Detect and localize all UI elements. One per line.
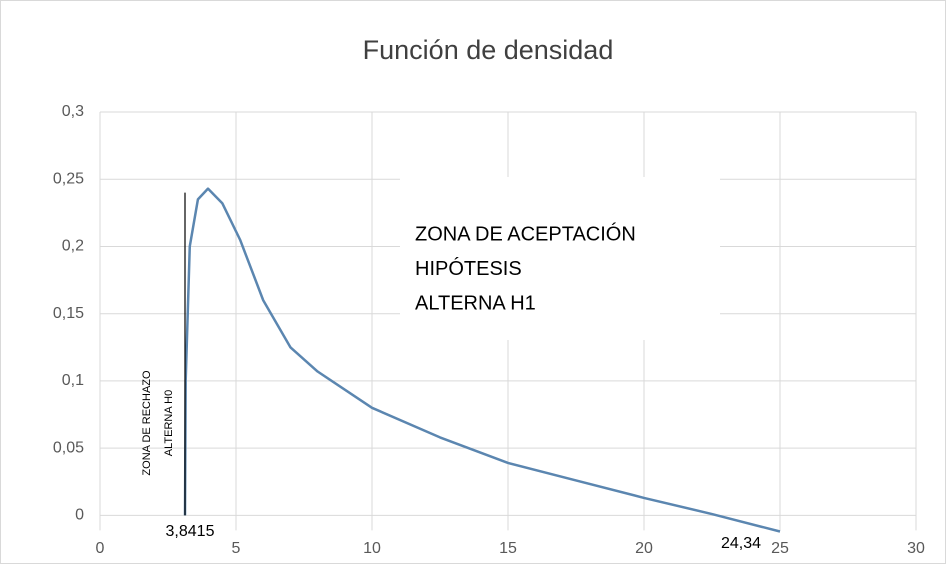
y-tick-label: 0,3 (62, 103, 84, 120)
x-tick-label: 30 (907, 540, 925, 557)
x-tick-label: 15 (499, 540, 517, 557)
y-tick-label: 0,1 (62, 372, 84, 389)
y-tick-label: 0,05 (53, 439, 84, 456)
rejection-label: ZONA DE RECHAZO (141, 370, 153, 476)
y-tick-label: 0,25 (53, 170, 84, 187)
density-curve (183, 187, 781, 533)
chart-title: Función de densidad (363, 35, 614, 65)
x-tick-label: 20 (635, 540, 653, 557)
acceptance-label: ALTERNA H1 (415, 292, 536, 314)
x-tick-label: 5 (232, 540, 241, 557)
critical-label: 3,8415 (166, 523, 215, 540)
y-tick-label: 0,15 (53, 305, 84, 322)
x-tick-label: 0 (96, 540, 105, 557)
acceptance-label: HIPÓTESIS (415, 257, 522, 280)
annotation-box (400, 177, 720, 340)
y-tick-label: 0 (75, 507, 84, 524)
y-tick-label: 0,2 (62, 238, 84, 255)
x-tick-label: 10 (363, 540, 381, 557)
acceptance-label: ZONA DE ACEPTACIÓN (415, 222, 636, 245)
rejection-label: ALTERNA H0 (163, 390, 175, 456)
critical-label: 24,34 (721, 535, 761, 552)
x-tick-label: 25 (771, 540, 789, 557)
